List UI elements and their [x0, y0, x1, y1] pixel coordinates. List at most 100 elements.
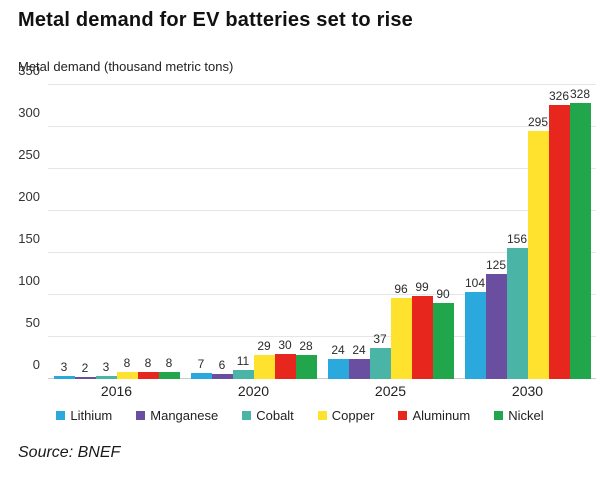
gridline-350 — [48, 84, 596, 85]
y-tick-label-350: 350 — [18, 63, 40, 78]
bar-nickel-2030 — [569, 103, 591, 379]
bar-wrap-copper-2025: 96 — [390, 85, 412, 379]
gridline-50 — [48, 336, 596, 337]
bar-value-aluminum-2030: 326 — [548, 89, 570, 104]
legend-label-manganese: Manganese — [150, 408, 219, 423]
legend-swatch-cobalt — [242, 411, 252, 420]
bar-wrap-nickel-2016: 8 — [158, 85, 180, 379]
bar-wrap-manganese-2016: 2 — [74, 85, 96, 379]
bar-group-2020: 7 6 11 29 30 28 2020 — [185, 85, 322, 399]
bar-aluminum-2025 — [411, 295, 433, 379]
gridline-200 — [48, 210, 596, 211]
bar-wrap-lithium-2025: 24 — [327, 85, 349, 379]
y-tick-label-100: 100 — [18, 273, 40, 288]
legend-label-copper: Copper — [331, 408, 375, 423]
bar-value-manganese-2030: 125 — [485, 258, 507, 272]
chart-page: Metal demand for EV batteries set to ris… — [0, 9, 600, 489]
legend-label-lithium: Lithium — [70, 408, 113, 423]
bar-wrap-nickel-2025: 90 — [432, 85, 454, 379]
bar-wrap-nickel-2030: 328 — [569, 85, 591, 379]
bar-wrap-lithium-2020: 7 — [190, 85, 212, 379]
bar-wrap-cobalt-2025: 37 — [369, 85, 391, 379]
bar-value-cobalt-2020: 11 — [236, 353, 250, 368]
bar-group-2025: 24 24 37 96 99 90 2025 — [322, 85, 459, 399]
source-note: Source: BNEF — [18, 444, 121, 461]
legend-label-cobalt: Cobalt — [256, 408, 294, 423]
bar-value-copper-2030: 295 — [527, 115, 549, 130]
bar-value-cobalt-2025: 37 — [373, 331, 387, 346]
bar-manganese-2030 — [485, 274, 507, 379]
bar-lithium-2016 — [53, 376, 75, 379]
y-tick-label-150: 150 — [18, 231, 40, 246]
y-tick-label-200: 200 — [18, 189, 40, 204]
x-axis-label-2025: 2025 — [374, 383, 407, 399]
bar-value-nickel-2025: 90 — [436, 287, 450, 302]
bar-cobalt-2016 — [95, 376, 117, 379]
gridline-0 — [48, 378, 596, 379]
bar-wrap-lithium-2030: 104 — [464, 85, 486, 379]
legend: Lithium Manganese Cobalt Copper Aluminum Nick… — [0, 408, 600, 423]
bar-manganese-2020 — [211, 373, 233, 379]
bar-aluminum-2020 — [274, 353, 296, 379]
bar-manganese-2025 — [348, 358, 370, 379]
bar-value-aluminum-2016: 8 — [144, 356, 152, 371]
legend-swatch-copper — [317, 411, 327, 420]
y-tick-label-0: 0 — [32, 357, 40, 372]
gridline-300 — [48, 126, 596, 127]
bar-lithium-2020 — [190, 373, 212, 379]
bar-cobalt-2025 — [369, 347, 391, 379]
bar-aluminum-2016 — [137, 372, 159, 379]
bar-wrap-lithium-2016: 3 — [53, 85, 75, 379]
bar-value-copper-2020: 29 — [257, 338, 271, 353]
bar-lithium-2030 — [464, 291, 486, 379]
bar-copper-2030 — [527, 131, 549, 379]
bar-wrap-copper-2016: 8 — [116, 85, 138, 379]
bar-aluminum-2030 — [548, 105, 570, 379]
gridline-250 — [48, 168, 596, 169]
bar-value-copper-2016: 8 — [123, 356, 131, 371]
bar-value-aluminum-2020: 30 — [278, 337, 292, 352]
bar-wrap-nickel-2020: 28 — [295, 85, 317, 379]
bar-copper-2025 — [390, 298, 412, 379]
bar-value-copper-2025: 96 — [394, 282, 408, 297]
legend-item-cobalt: Cobalt — [242, 408, 294, 423]
legend-swatch-lithium — [56, 411, 66, 420]
plot-area: 3 2 3 8 8 8 2016 7 6 11 29 30 28 2020 24 24 37 96 99 90 2025… — [48, 85, 596, 399]
legend-item-aluminum: Aluminum — [398, 408, 470, 423]
bar-value-nickel-2016: 8 — [165, 356, 173, 371]
legend-item-nickel: Nickel — [494, 408, 544, 423]
bar-value-manganese-2016: 2 — [81, 361, 89, 376]
bar-value-lithium-2025: 24 — [331, 342, 345, 357]
bar-wrap-aluminum-2030: 326 — [548, 85, 570, 379]
bar-group-2030: 104 125 156 295 326 328 2030 — [459, 85, 596, 399]
bar-manganese-2016 — [74, 377, 96, 379]
x-axis-label-2030: 2030 — [511, 383, 544, 399]
bar-value-manganese-2025: 24 — [352, 342, 366, 357]
bar-wrap-aluminum-2020: 30 — [274, 85, 296, 379]
bar-wrap-aluminum-2016: 8 — [137, 85, 159, 379]
legend-item-copper: Copper — [317, 408, 375, 423]
bar-value-cobalt-2030: 156 — [506, 231, 528, 246]
bar-wrap-aluminum-2025: 99 — [411, 85, 433, 379]
bar-value-lithium-2020: 7 — [197, 357, 205, 372]
bar-wrap-cobalt-2020: 11 — [232, 85, 254, 379]
bar-wrap-manganese-2020: 6 — [211, 85, 233, 379]
bar-value-manganese-2020: 6 — [218, 357, 226, 372]
bar-cobalt-2030 — [506, 247, 528, 379]
gridline-150 — [48, 252, 596, 253]
legend-label-nickel: Nickel — [508, 408, 544, 423]
bar-value-nickel-2030: 328 — [569, 87, 591, 102]
bar-lithium-2025 — [327, 358, 349, 379]
gridline-100 — [48, 294, 596, 295]
bar-nickel-2016 — [158, 372, 180, 379]
bar-copper-2016 — [116, 372, 138, 379]
bar-value-cobalt-2016: 3 — [102, 360, 110, 375]
bar-group-2016: 3 2 3 8 8 8 2016 — [48, 85, 185, 399]
bar-value-lithium-2030: 104 — [464, 275, 486, 290]
bar-wrap-copper-2030: 295 — [527, 85, 549, 379]
bar-value-aluminum-2025: 99 — [415, 279, 429, 294]
bar-nickel-2025 — [432, 303, 454, 379]
bar-cobalt-2020 — [232, 369, 254, 379]
bar-wrap-manganese-2030: 125 — [485, 85, 507, 379]
y-tick-label-300: 300 — [18, 105, 40, 120]
